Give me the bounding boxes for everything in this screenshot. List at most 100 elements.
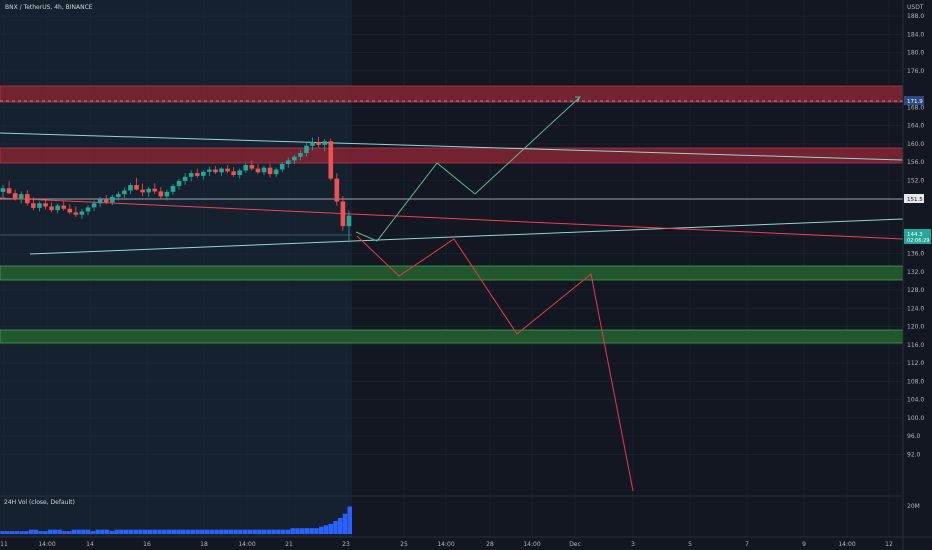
candle-body <box>231 171 236 175</box>
price-tick: 160.0 <box>907 141 924 148</box>
candle[interactable] <box>85 205 91 216</box>
candle[interactable] <box>12 189 18 201</box>
time-tick: 14:00 <box>437 541 454 548</box>
volume-bar <box>152 529 157 534</box>
candle[interactable] <box>73 206 79 217</box>
candle[interactable] <box>158 186 164 199</box>
candle-body <box>237 170 243 175</box>
candle[interactable] <box>261 165 267 175</box>
candle[interactable] <box>201 169 206 180</box>
candle[interactable] <box>134 177 139 191</box>
volume-bar <box>185 529 191 534</box>
trendline-ascending-cyan <box>29 218 904 255</box>
candle[interactable] <box>49 202 54 213</box>
time-tick: 5 <box>688 541 692 548</box>
candle[interactable] <box>116 191 121 201</box>
candle[interactable] <box>43 199 48 210</box>
candle[interactable] <box>55 203 60 214</box>
candle[interactable] <box>255 164 261 175</box>
volume-bar <box>5 531 10 534</box>
candle[interactable] <box>25 190 30 206</box>
volume-bar <box>323 525 329 534</box>
candle[interactable] <box>304 142 309 157</box>
candle[interactable] <box>340 195 346 231</box>
candle[interactable] <box>194 168 200 178</box>
candle-body <box>61 205 67 209</box>
candle[interactable] <box>298 150 303 161</box>
volume-bar <box>24 531 29 534</box>
price-tick: 128.0 <box>907 287 924 294</box>
candle[interactable] <box>225 164 230 174</box>
candle[interactable] <box>346 210 352 243</box>
candle[interactable] <box>334 173 340 206</box>
candle[interactable] <box>67 204 73 215</box>
candle[interactable] <box>188 170 194 182</box>
candle[interactable] <box>322 139 327 152</box>
volume-bar <box>90 531 96 534</box>
candle[interactable] <box>103 195 109 205</box>
candle[interactable] <box>285 157 291 168</box>
bar-countdown: 02:06:29 <box>907 238 929 244</box>
candle[interactable] <box>243 163 249 174</box>
candle[interactable] <box>207 166 212 176</box>
volume-bar <box>209 529 215 534</box>
candle[interactable] <box>279 162 285 173</box>
candle[interactable] <box>328 138 334 181</box>
candle[interactable] <box>152 183 158 195</box>
candle[interactable] <box>61 201 67 211</box>
volume-bar <box>257 529 262 534</box>
candle[interactable] <box>97 196 103 207</box>
candle[interactable] <box>37 201 42 212</box>
candle[interactable] <box>267 164 273 178</box>
volume-bar <box>176 529 181 534</box>
volume-bar <box>100 529 105 534</box>
candle[interactable] <box>231 167 236 177</box>
candle[interactable] <box>292 154 297 165</box>
volume-bar <box>290 528 295 534</box>
volume-bar <box>342 513 348 534</box>
candle[interactable] <box>6 181 12 195</box>
last-price-tag[interactable] <box>904 229 931 244</box>
candle[interactable] <box>91 200 97 212</box>
candle[interactable] <box>79 208 85 219</box>
candle[interactable] <box>310 137 315 151</box>
candle[interactable] <box>316 136 321 148</box>
candle[interactable] <box>213 165 218 175</box>
volume-bar <box>195 529 200 534</box>
volume-bar <box>261 529 267 534</box>
time-tick: 14 <box>86 541 94 548</box>
price-label-mid: 151.5 <box>907 197 923 203</box>
volume-bar <box>223 529 229 534</box>
candle[interactable] <box>219 167 224 176</box>
candle[interactable] <box>122 187 127 198</box>
candle[interactable] <box>140 183 145 196</box>
price-label-high-bg[interactable] <box>904 96 924 105</box>
volume-bar <box>271 529 276 534</box>
candle[interactable] <box>164 189 170 201</box>
candle[interactable] <box>128 182 133 195</box>
candle-body <box>207 169 212 172</box>
candle-body <box>322 141 327 145</box>
price-tick: 156.0 <box>907 159 924 166</box>
candle-body <box>122 190 127 195</box>
candle[interactable] <box>18 191 24 204</box>
volume-bar <box>276 529 281 534</box>
volume-bar <box>71 529 77 534</box>
candle[interactable] <box>146 186 151 197</box>
volume-bar <box>252 529 257 534</box>
candle[interactable] <box>273 167 279 177</box>
price-tick: 120.0 <box>907 324 924 331</box>
candle[interactable] <box>237 168 243 179</box>
candle[interactable] <box>170 184 176 196</box>
candle[interactable] <box>176 178 182 190</box>
price-label-mid-bg[interactable] <box>904 194 924 203</box>
candle[interactable] <box>182 173 188 186</box>
volume-bar <box>200 529 205 534</box>
candle[interactable] <box>31 197 36 211</box>
candle-body <box>219 168 224 173</box>
candle[interactable] <box>109 194 115 206</box>
candle[interactable] <box>249 160 255 171</box>
candle[interactable] <box>0 185 6 198</box>
projection-arrowhead <box>575 96 581 103</box>
